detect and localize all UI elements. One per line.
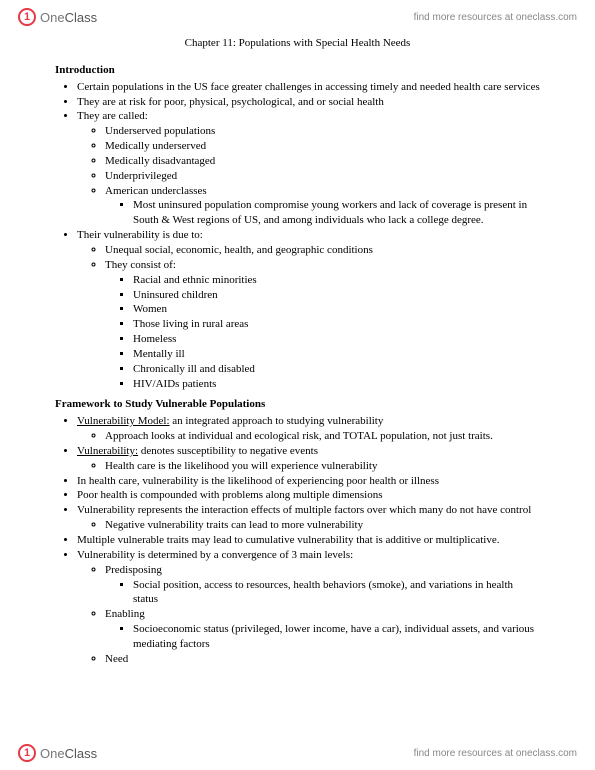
list-item: Racial and ethnic minorities	[133, 273, 540, 288]
logo-text-one: One	[40, 10, 65, 25]
list-item: Women	[133, 302, 540, 317]
definition-text: denotes susceptibility to negative event…	[138, 445, 318, 457]
list-item: Need	[105, 652, 540, 667]
framework-list: Vulnerability Model: an integrated appro…	[55, 414, 540, 666]
list-item: Approach looks at individual and ecologi…	[105, 429, 540, 444]
list-item: Vulnerability is determined by a converg…	[77, 548, 540, 667]
page-footer: 1 OneClass find more resources at onecla…	[0, 740, 595, 770]
definition-text: an integrated approach to studying vulne…	[170, 415, 384, 427]
list-item: Chronically ill and disabled	[133, 362, 540, 377]
list-item-text: Vulnerability is determined by a converg…	[77, 549, 353, 561]
list-item-text: Vulnerability represents the interaction…	[77, 504, 531, 516]
logo-text: OneClass	[40, 10, 97, 25]
list-item: Those living in rural areas	[133, 317, 540, 332]
list-item-text: They consist of:	[105, 259, 176, 271]
footer-resources-link[interactable]: find more resources at oneclass.com	[414, 748, 577, 759]
list-item: Social position, access to resources, he…	[133, 578, 540, 608]
list-item: Multiple vulnerable traits may lead to c…	[77, 533, 540, 548]
list-item: They are at risk for poor, physical, psy…	[77, 95, 540, 110]
section-heading-introduction: Introduction	[55, 63, 540, 78]
list-item: They consist of: Racial and ethnic minor…	[105, 258, 540, 392]
chapter-title: Chapter 11: Populations with Special Hea…	[55, 36, 540, 51]
list-item: They are called: Underserved populations…	[77, 109, 540, 228]
list-item: In health care, vulnerability is the lik…	[77, 474, 540, 489]
list-item-text: Enabling	[105, 608, 145, 620]
list-item: Uninsured children	[133, 288, 540, 303]
list-item: Mentally ill	[133, 347, 540, 362]
list-item-text: Their vulnerability is due to:	[77, 229, 203, 241]
list-item: Homeless	[133, 332, 540, 347]
brand-logo-footer: 1 OneClass	[18, 744, 97, 762]
term-vulnerability-model: Vulnerability Model:	[77, 415, 170, 427]
list-item: Predisposing Social position, access to …	[105, 563, 540, 608]
list-item: HIV/AIDs patients	[133, 377, 540, 392]
document-body: Chapter 11: Populations with Special Hea…	[0, 30, 595, 667]
list-item: Vulnerability represents the interaction…	[77, 503, 540, 533]
list-item: Health care is the likelihood you will e…	[105, 459, 540, 474]
list-item: American underclasses Most uninsured pop…	[105, 184, 540, 229]
list-item: Medically underserved	[105, 139, 540, 154]
logo-icon: 1	[18, 744, 36, 762]
list-item: Poor health is compounded with problems …	[77, 488, 540, 503]
list-item: Enabling Socioeconomic status (privilege…	[105, 607, 540, 652]
term-vulnerability: Vulnerability:	[77, 445, 138, 457]
brand-logo: 1 OneClass	[18, 8, 97, 26]
list-item-text: They are called:	[77, 110, 148, 122]
list-item: Most uninsured population compromise you…	[133, 198, 540, 228]
list-item: Socioeconomic status (privileged, lower …	[133, 622, 540, 652]
list-item-text: American underclasses	[105, 185, 207, 197]
page-header: 1 OneClass find more resources at onecla…	[0, 0, 595, 30]
logo-text-one: One	[40, 746, 65, 761]
list-item: Vulnerability: denotes susceptibility to…	[77, 444, 540, 474]
list-item: Underprivileged	[105, 169, 540, 184]
list-item: Vulnerability Model: an integrated appro…	[77, 414, 540, 444]
list-item: Their vulnerability is due to: Unequal s…	[77, 228, 540, 391]
logo-icon: 1	[18, 8, 36, 26]
introduction-list: Certain populations in the US face great…	[55, 80, 540, 392]
logo-text-class: Class	[65, 10, 98, 25]
list-item: Certain populations in the US face great…	[77, 80, 540, 95]
list-item: Unequal social, economic, health, and ge…	[105, 243, 540, 258]
logo-text-class: Class	[65, 746, 98, 761]
list-item: Underserved populations	[105, 124, 540, 139]
list-item: Negative vulnerability traits can lead t…	[105, 518, 540, 533]
section-heading-framework: Framework to Study Vulnerable Population…	[55, 397, 540, 412]
header-resources-link[interactable]: find more resources at oneclass.com	[414, 12, 577, 23]
logo-text: OneClass	[40, 746, 97, 761]
list-item: Medically disadvantaged	[105, 154, 540, 169]
list-item-text: Predisposing	[105, 564, 162, 576]
